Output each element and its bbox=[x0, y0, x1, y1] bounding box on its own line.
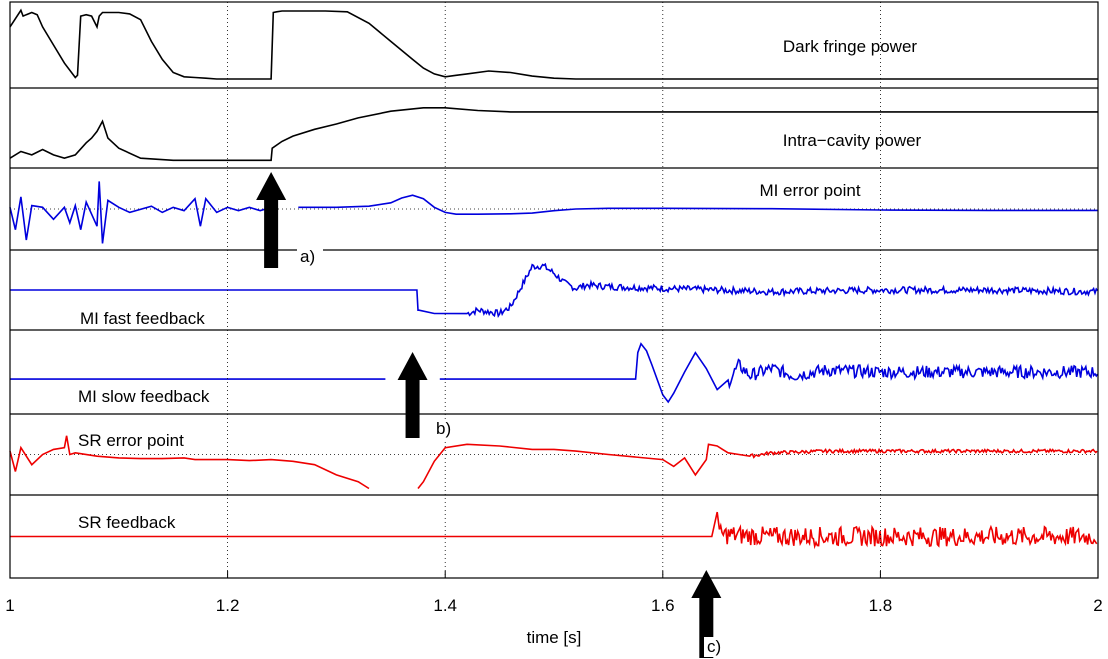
panels-layer: Dark fringe power Intra−cavity power MI er… bbox=[9, 8, 1099, 550]
panel-mi-error-point: MI error point bbox=[9, 181, 1098, 244]
series-line bbox=[9, 181, 272, 244]
x-tick-label: 1 bbox=[5, 596, 14, 615]
annotation-backdrop bbox=[297, 247, 323, 267]
annotation-label: a) bbox=[300, 247, 315, 266]
series-line-segment bbox=[298, 194, 1098, 215]
series-line bbox=[10, 262, 1099, 318]
x-tick-label: 1.6 bbox=[651, 596, 675, 615]
x-tick-label: 2 bbox=[1093, 596, 1102, 615]
series-line-segment bbox=[439, 342, 1099, 404]
axis-layer: 1 1.2 1.4 1.6 1.8 2 bbox=[5, 1, 1103, 615]
arrow-head bbox=[691, 570, 722, 598]
label-backdrop bbox=[72, 431, 205, 451]
series-line bbox=[9, 107, 1098, 162]
arrow-head bbox=[256, 172, 287, 200]
x-tick-label: 1.8 bbox=[869, 596, 893, 615]
annotation-arrow: b) bbox=[397, 352, 459, 439]
x-tick-label: 1.4 bbox=[433, 596, 457, 615]
x-tick-label: 1.2 bbox=[216, 596, 240, 615]
label-backdrop bbox=[72, 513, 179, 533]
panel-label: SR error point bbox=[78, 431, 184, 450]
annot-layer: a) b) c) bbox=[256, 172, 730, 658]
label-backdrop bbox=[74, 309, 224, 329]
series-line bbox=[10, 511, 1098, 550]
series-line bbox=[9, 435, 370, 490]
annotation-label: b) bbox=[436, 419, 451, 438]
panel-label: MI fast feedback bbox=[80, 309, 205, 328]
grid-layer bbox=[227, 2, 881, 578]
panel-sr-error-point: SR error point bbox=[9, 431, 1098, 490]
label-backdrop bbox=[743, 181, 877, 201]
annotation-label: c) bbox=[707, 637, 721, 656]
panel-mi-fast-feedback: MI fast feedback bbox=[10, 262, 1099, 329]
series-line-segment bbox=[417, 443, 1098, 489]
arrow-shaft bbox=[405, 378, 420, 438]
series-line bbox=[9, 8, 1098, 80]
panel-sr-feedback: SR feedback bbox=[10, 511, 1098, 550]
x-axis-label: time [s] bbox=[527, 628, 582, 647]
panel-label: Dark fringe power bbox=[783, 37, 918, 56]
annotation-backdrop bbox=[433, 419, 459, 439]
panel-mi-slow-feedback: MI slow feedback bbox=[10, 342, 1099, 407]
panel-label: SR feedback bbox=[78, 513, 176, 532]
annotation-backdrop bbox=[704, 637, 730, 657]
arrow-shaft bbox=[264, 198, 279, 268]
panel-dark-fringe-power: Dark fringe power bbox=[9, 8, 1098, 80]
panel-label: MI error point bbox=[759, 181, 860, 200]
arrow-head bbox=[397, 352, 428, 380]
annotation-arrow: c) bbox=[691, 570, 730, 658]
annotation-arrow: a) bbox=[256, 172, 323, 268]
panel-intra-cavity-power: Intra−cavity power bbox=[9, 107, 1098, 162]
panel-label: Intra−cavity power bbox=[783, 131, 922, 150]
label-backdrop bbox=[768, 131, 936, 151]
panel-label: MI slow feedback bbox=[78, 387, 210, 406]
label-backdrop bbox=[72, 387, 222, 407]
label-backdrop bbox=[770, 37, 930, 57]
plot-frame bbox=[9, 1, 1099, 579]
